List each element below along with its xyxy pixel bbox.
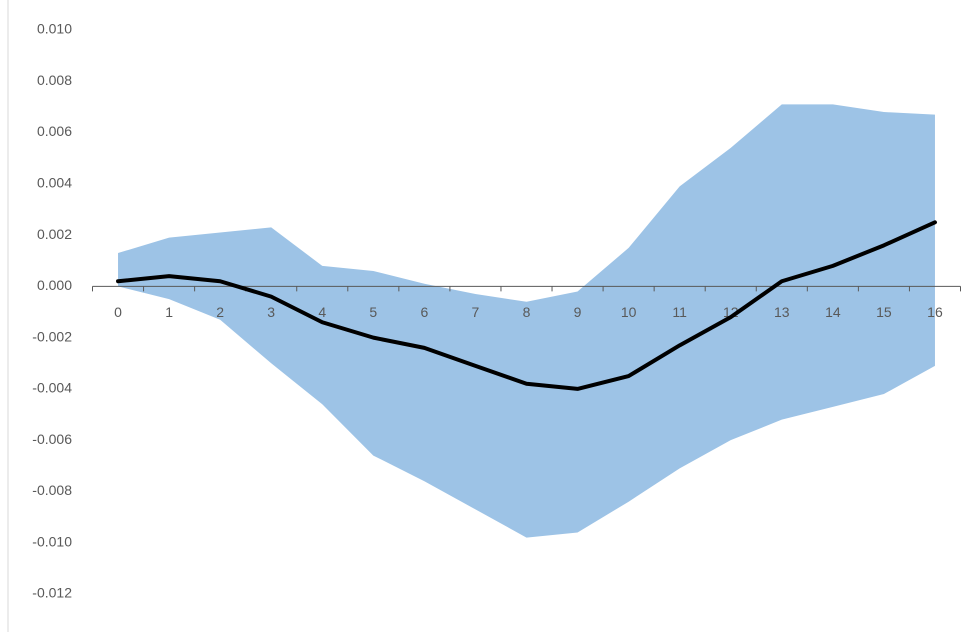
x-tick-label: 8 <box>523 304 531 320</box>
x-tick-label: 10 <box>621 304 637 320</box>
y-tick-label: 0.008 <box>37 72 72 88</box>
y-tick-label: 0.010 <box>37 21 72 37</box>
x-tick-label: 11 <box>672 304 687 320</box>
x-tick-label: 14 <box>825 304 841 320</box>
x-tick-label: 5 <box>369 304 377 320</box>
y-tick-label: 0.006 <box>37 123 72 139</box>
x-tick-label: 0 <box>114 304 122 320</box>
y-tick-label: -0.004 <box>32 380 72 396</box>
series-line <box>116 220 937 391</box>
x-tick-label: 7 <box>472 304 480 320</box>
y-tick-label: -0.010 <box>32 533 72 549</box>
x-tick-label: 9 <box>574 304 582 320</box>
x-tick-label: 6 <box>420 304 428 320</box>
x-tick-label: 2 <box>216 304 224 320</box>
y-tick-label: 0.000 <box>37 277 72 293</box>
x-tick-label: 15 <box>876 304 892 320</box>
y-tick-label: -0.006 <box>32 431 72 447</box>
y-tick-label: 0.002 <box>37 226 72 242</box>
x-tick-label: 3 <box>267 304 275 320</box>
y-tick-label: -0.008 <box>32 482 72 498</box>
y-tick-label: -0.002 <box>32 328 72 344</box>
x-tick-label: 16 <box>927 304 943 320</box>
x-tick-label: 1 <box>165 304 173 320</box>
y-tick-label: -0.012 <box>32 585 72 601</box>
x-tick-label: 13 <box>774 304 790 320</box>
x-tick-label: 4 <box>318 304 326 320</box>
y-tick-label: 0.004 <box>37 175 72 191</box>
confidence-band <box>118 104 935 538</box>
